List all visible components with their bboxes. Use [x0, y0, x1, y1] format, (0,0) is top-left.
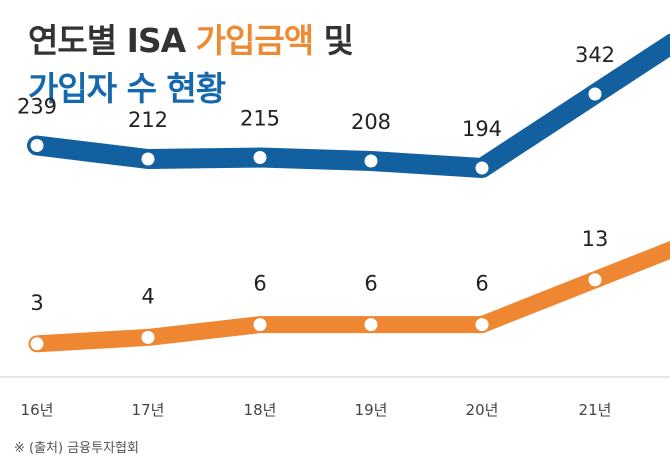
x-tick-label: 18년: [244, 401, 277, 419]
accounts-data-label: 342: [575, 43, 615, 67]
accounts-data-label: 208: [351, 110, 391, 134]
accounts-data-point: [30, 139, 44, 152]
accounts-data-label: 239: [17, 95, 57, 119]
amount-data-label: 13: [582, 227, 609, 251]
source-note: ※ (출처) 금융투자협회: [14, 441, 139, 456]
accounts-data-label: 194: [462, 117, 502, 141]
amount-data-label: 6: [475, 272, 488, 296]
chart-title-line1: 연도별 ISA 가입금액 및: [28, 14, 354, 62]
amount-data-label: 6: [253, 272, 266, 296]
accounts-data-label: 215: [240, 107, 280, 131]
accounts-data-point: [364, 154, 378, 168]
accounts-data-point: [588, 87, 602, 101]
x-tick-label: 17년: [132, 401, 165, 419]
title-amount-highlight: 가입금액: [195, 21, 314, 60]
accounts-data-point: [253, 151, 267, 164]
chart-title-line2: 가입자 수 현황: [28, 69, 226, 108]
amount-data-point: [475, 318, 489, 332]
x-tick-label: 20년: [466, 401, 499, 419]
amount-data-label: 6: [364, 272, 377, 296]
x-tick-label: 19년: [355, 401, 388, 419]
x-tick-label: 21년: [579, 401, 612, 419]
amount-data-point: [253, 318, 267, 332]
accounts-data-point: [141, 152, 155, 166]
x-tick-label: 16년: [21, 401, 54, 419]
amount-data-label: 4: [141, 284, 154, 308]
amount-data-point: [141, 330, 155, 344]
amount-data-point: [588, 273, 602, 287]
accounts-data-point: [475, 161, 489, 175]
amount-data-point: [364, 318, 378, 332]
accounts-data-label: 212: [128, 108, 168, 132]
title-part1: 연도별 ISA: [28, 21, 196, 60]
title-part3: 및: [313, 21, 354, 60]
amount-series-line: [28, 241, 670, 353]
amount-data-label: 3: [30, 291, 43, 315]
amount-data-point: [30, 337, 44, 351]
